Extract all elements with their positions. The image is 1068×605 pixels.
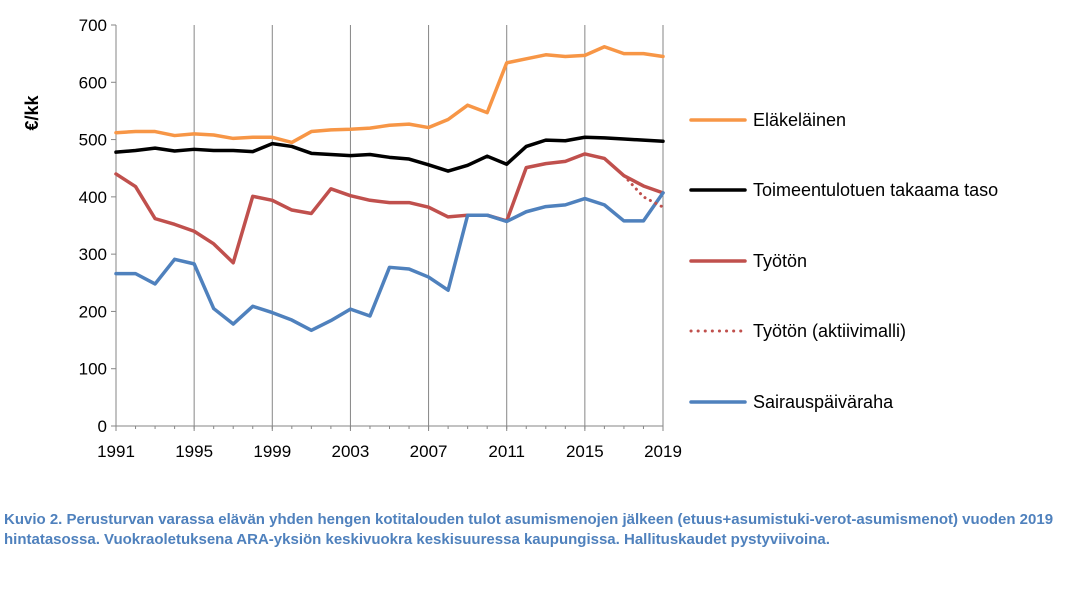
y-tick-label-200: 200 [79, 302, 107, 321]
figure-caption: Kuvio 2. Perusturvan varassa elävän yhde… [4, 511, 1054, 548]
x-tick-label-2015: 2015 [566, 442, 604, 461]
y-tick-label-100: 100 [79, 360, 107, 379]
x-tick-label-2007: 2007 [410, 442, 448, 461]
legend-label-el-kel-inen: Eläkeläinen [753, 110, 846, 130]
series-line-el-kel-inen [114, 45, 665, 145]
series-line-ty-t-n [114, 152, 665, 265]
x-tick-label-1995: 1995 [175, 442, 213, 461]
legend-label-ty-t-n-aktiivimalli: Työtön (aktiivimalli) [753, 321, 906, 341]
y-axis-label: €/kk [22, 95, 42, 131]
series-line-sairausp-iv-raha [114, 191, 665, 333]
y-tick-labels: 0 100 200 300 400 500 600 700 [79, 16, 107, 436]
y-tick-label-400: 400 [79, 188, 107, 207]
y-tick-label-0: 0 [98, 417, 107, 436]
y-tick-label-300: 300 [79, 245, 107, 264]
legend: Eläkeläinen Toimeentulotuen takaama taso T… [689, 110, 998, 412]
y-tick-label-600: 600 [79, 73, 107, 92]
series-lines [114, 45, 665, 333]
series-line-toimeentulotuen-takaama-taso [114, 135, 665, 173]
x-tick-label-1991: 1991 [97, 442, 135, 461]
x-tick-label-2011: 2011 [488, 442, 525, 461]
gridlines [193, 25, 664, 426]
series-line-ty-t-n-aktiivimalli [622, 174, 665, 209]
legend-label-ty-t-n: Työtön [753, 251, 807, 271]
legend-label-sairausp-iv-raha: Sairauspäiväraha [753, 392, 894, 412]
line-chart: 0 100 200 300 400 500 600 700 1991 1995 1999 2003 2… [22, 16, 998, 461]
x-tick-label-2003: 2003 [332, 442, 370, 461]
x-tick-labels: 1991 1995 1999 2003 2007 2011 2015 2019 [97, 442, 682, 461]
y-tick-label-700: 700 [79, 16, 107, 35]
x-tick-label-1999: 1999 [253, 442, 291, 461]
x-tick-label-2019: 2019 [644, 442, 682, 461]
y-tick-label-500: 500 [79, 131, 107, 150]
axes [111, 24, 664, 431]
legend-label-toimeentulotuen-takaama-taso: Toimeentulotuen takaama taso [753, 180, 998, 200]
